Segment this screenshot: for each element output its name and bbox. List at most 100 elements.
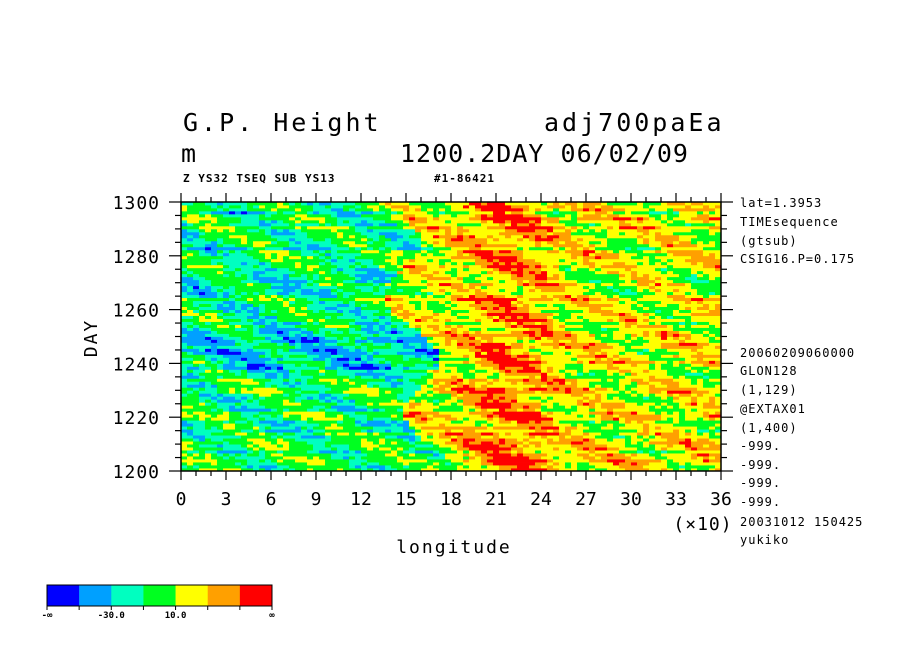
heatmap-cell (241, 342, 260, 346)
heatmap-cell (661, 426, 698, 430)
heatmap-cell (451, 351, 476, 355)
heatmap-cell (487, 393, 494, 397)
heatmap-cell (223, 438, 248, 442)
heatmap-cell (553, 207, 560, 212)
heatmap-cell (637, 279, 656, 284)
heatmap-cell (187, 378, 218, 382)
heatmap-cell (535, 282, 560, 287)
heatmap-cell (391, 399, 398, 403)
heatmap-cell (193, 252, 200, 257)
heatmap-cell (661, 330, 668, 334)
heatmap-cell (451, 429, 464, 433)
heatmap-cell (199, 372, 236, 376)
heatmap-cell (427, 306, 452, 310)
heatmap-cell (349, 414, 368, 418)
heatmap-cell (493, 393, 518, 397)
heatmap-cell (631, 339, 650, 343)
heatmap-cell (181, 456, 188, 460)
heatmap-cell (211, 219, 218, 224)
heatmap-cell (661, 336, 668, 340)
heatmap-cell (577, 210, 596, 215)
heatmap-cell (433, 357, 440, 361)
heatmap-cell (187, 267, 224, 272)
heatmap-cell (523, 255, 572, 260)
heatmap-cell (709, 456, 716, 460)
heatmap-cell (361, 348, 368, 352)
heatmap-cell (421, 402, 434, 406)
heatmap-cell (709, 444, 722, 448)
heatmap-cell (697, 300, 704, 305)
heatmap-cell (211, 432, 236, 436)
heatmap-cell (271, 336, 284, 340)
heatmap-cell (349, 273, 356, 278)
heatmap-cell (673, 420, 680, 424)
heatmap-cell (661, 288, 674, 293)
heatmap-cell (595, 438, 608, 442)
heatmap-cell (475, 360, 494, 364)
heatmap-cell (583, 423, 608, 427)
heatmap-cell (355, 202, 380, 206)
heatmap-cell (373, 468, 380, 472)
heatmap-cell (211, 204, 218, 209)
heatmap-cell (571, 429, 584, 433)
heatmap-cell (463, 204, 470, 209)
heatmap-cell (211, 303, 218, 308)
heatmap-cell (673, 252, 704, 257)
heatmap-cell (475, 384, 482, 388)
heatmap-cell (643, 465, 668, 469)
heatmap-cell (709, 228, 722, 233)
heatmap-cell (457, 450, 464, 454)
heatmap-cell (463, 429, 476, 433)
heatmap-cell (379, 267, 386, 272)
heatmap-cell (469, 294, 476, 299)
heatmap-cell (631, 411, 638, 415)
heatmap-cell (439, 453, 446, 457)
heatmap-cell (181, 384, 188, 388)
heatmap-cell (385, 315, 392, 319)
heatmap-cell (613, 408, 650, 412)
heatmap-cell (541, 450, 566, 454)
heatmap-cell (421, 306, 428, 310)
heatmap-cell (265, 369, 278, 373)
heatmap-cell (355, 222, 374, 227)
heatmap-cell (661, 405, 668, 409)
heatmap-cell (685, 465, 716, 469)
heatmap-cell (373, 210, 386, 215)
heatmap-cell (241, 357, 248, 361)
heatmap-cell (343, 456, 350, 460)
heatmap-cell (373, 300, 380, 305)
heatmap-cell (565, 381, 572, 385)
heatmap-cell (229, 228, 236, 233)
heatmap-cell (391, 306, 404, 310)
heatmap-cell (577, 360, 584, 364)
heatmap-cell (205, 246, 212, 251)
heatmap-cell (655, 366, 662, 370)
heatmap-cell (667, 402, 680, 406)
heatmap-cell (205, 375, 218, 379)
heatmap-cell (325, 441, 362, 445)
heatmap-cell (649, 216, 656, 221)
heatmap-cell (403, 405, 410, 409)
heatmap-cell (403, 381, 416, 385)
heatmap-cell (703, 456, 710, 460)
side-info-top-0: lat=1.3953 (740, 196, 823, 210)
heatmap-cell (241, 348, 248, 352)
heatmap-cell (625, 387, 632, 391)
heatmap-cell (343, 267, 356, 272)
heatmap-cell (253, 468, 260, 472)
heatmap-cell (583, 204, 596, 209)
heatmap-cell (499, 435, 530, 439)
heatmap-cell (583, 246, 590, 251)
heatmap-cell (241, 402, 260, 406)
heatmap-cell (541, 378, 548, 382)
heatmap-cell (679, 417, 686, 421)
heatmap-cell (397, 435, 416, 439)
heatmap-cell (673, 468, 680, 472)
heatmap-cell (661, 202, 668, 206)
heatmap-cell (463, 381, 470, 385)
heatmap-cell (325, 300, 344, 305)
heatmap-cell (661, 246, 704, 251)
heatmap-cell (619, 414, 662, 418)
heatmap-cell (349, 300, 356, 305)
heatmap-cell (703, 414, 710, 418)
